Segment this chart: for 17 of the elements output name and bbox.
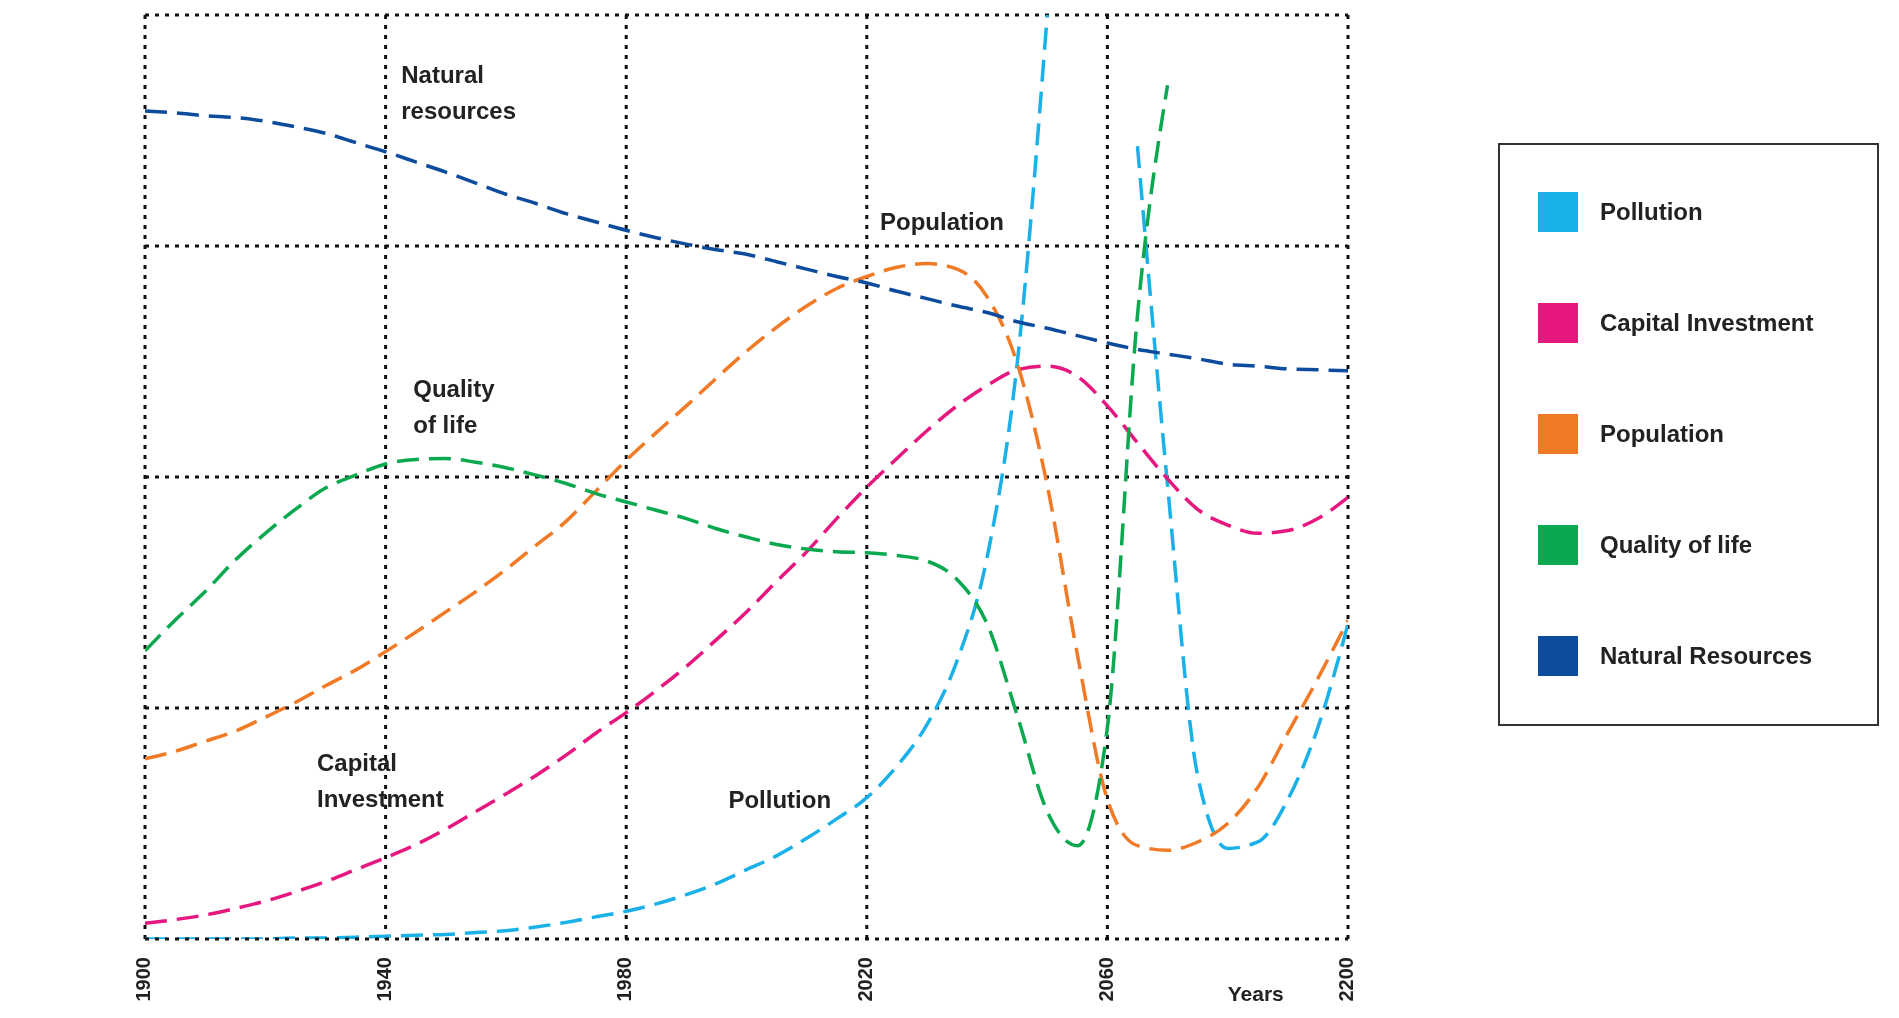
x-tick-label: 2060 (1094, 957, 1117, 1002)
annotation: Pollution (728, 784, 833, 815)
annotation: Capital Investment (317, 747, 445, 814)
x-tick-label: 1980 (613, 957, 636, 1002)
x-tick-label: 1900 (132, 957, 155, 1002)
x-tick-label: 1940 (372, 957, 395, 1002)
legend-label: Population (1600, 420, 1724, 448)
legend-label: Quality of life (1600, 531, 1753, 559)
annotation: Natural resources (401, 59, 517, 126)
x-tick-label: 2200 (1335, 957, 1358, 1002)
legend-label: Capital Investment (1600, 309, 1814, 337)
annotation: Population (880, 207, 1005, 238)
annotation: Quality of life (413, 373, 496, 440)
legend-label: Natural Resources (1600, 642, 1813, 670)
text: Years (1227, 980, 1285, 1007)
x-tick-label: 2020 (854, 957, 877, 1002)
legend-label: Pollution (1600, 198, 1703, 226)
